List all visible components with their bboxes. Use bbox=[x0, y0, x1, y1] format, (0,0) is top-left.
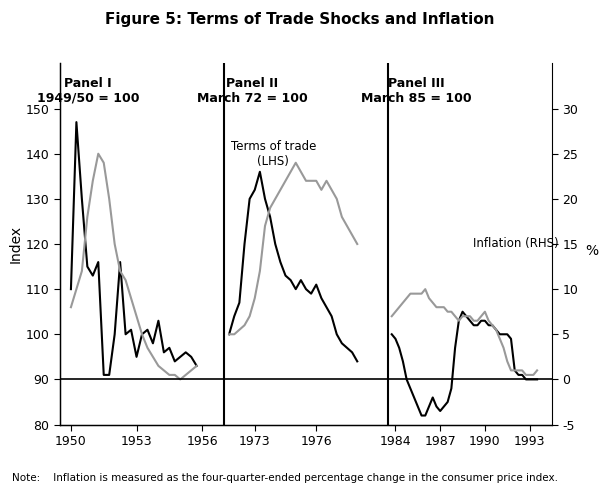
Text: Panel I
1949/50 = 100: Panel I 1949/50 = 100 bbox=[37, 77, 139, 105]
Y-axis label: Index: Index bbox=[9, 225, 23, 263]
Text: Figure 5: Terms of Trade Shocks and Inflation: Figure 5: Terms of Trade Shocks and Infl… bbox=[105, 12, 495, 27]
Y-axis label: %: % bbox=[586, 244, 599, 258]
Text: Panel II
March 72 = 100: Panel II March 72 = 100 bbox=[197, 77, 307, 105]
Text: Panel III
March 85 = 100: Panel III March 85 = 100 bbox=[361, 77, 471, 105]
Text: Inflation (RHS): Inflation (RHS) bbox=[473, 238, 559, 250]
Text: Terms of trade
(LHS): Terms of trade (LHS) bbox=[230, 140, 316, 168]
Text: Note:    Inflation is measured as the four-quarter-ended percentage change in th: Note: Inflation is measured as the four-… bbox=[12, 473, 558, 483]
